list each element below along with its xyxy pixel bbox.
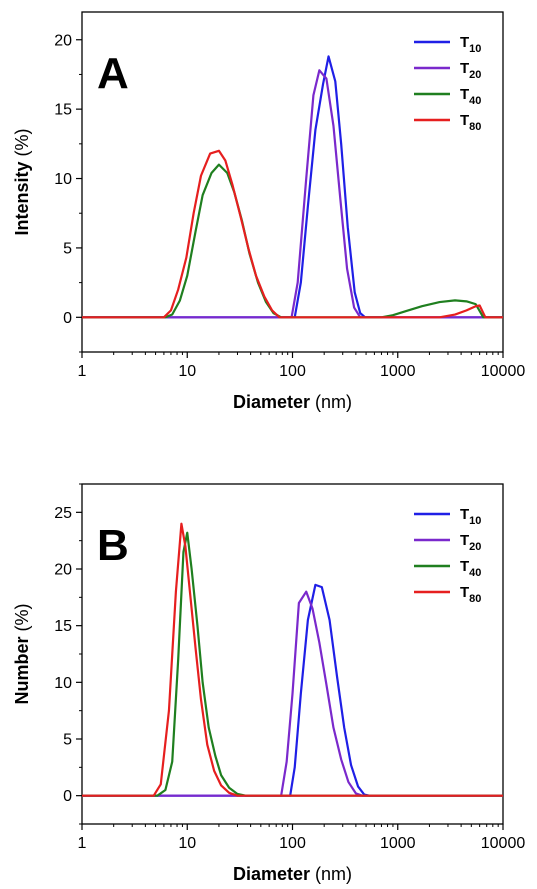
legend-label: T40 [460, 86, 481, 107]
legend-item-t20: T20 [414, 60, 481, 81]
x-tick-label: 1000 [380, 835, 416, 852]
plot-frame [81, 483, 504, 825]
y-axis-title: Intensity (%) [12, 128, 32, 235]
series-line-t40 [82, 531, 503, 797]
legend-item-t10: T10 [414, 34, 481, 55]
legend-label: T10 [460, 34, 481, 55]
y-tick-label: 5 [63, 240, 72, 257]
y-tick-label: 0 [63, 310, 72, 327]
series-line-t10 [82, 583, 503, 797]
y-tick-label: 15 [54, 102, 72, 119]
y-tick-label: 5 [63, 732, 72, 749]
y-axis-title: Number (%) [12, 603, 32, 704]
panel-b: 1 10 100 1000 10000 0 5 10 15 20 25 Diameter (nm) Nu… [12, 483, 526, 884]
panel-label: A [97, 49, 129, 98]
y-tick-label: 20 [54, 32, 72, 49]
x-tick-label: 10000 [481, 835, 526, 852]
series-line-t80 [82, 149, 503, 319]
legend-item-t80: T80 [414, 584, 481, 605]
legend-label: T10 [460, 506, 481, 527]
x-tick-label: 100 [279, 835, 306, 852]
legend-label: T20 [460, 532, 481, 553]
legend-item-t20: T20 [414, 532, 481, 553]
y-tick-label: 25 [54, 505, 72, 522]
series-group [82, 55, 503, 319]
series-line-t10 [82, 55, 503, 319]
series-group [82, 522, 503, 797]
x-tick-label: 10 [178, 835, 196, 852]
legend-label: T80 [460, 112, 481, 133]
panel-a: 1 10 100 1000 10000 0 5 10 15 20 Diameter (nm) Inte… [12, 11, 526, 412]
legend: T10 T20 T40 T80 [414, 506, 481, 605]
legend-label: T40 [460, 558, 481, 579]
legend-item-t40: T40 [414, 558, 481, 579]
x-axis-title: Diameter (nm) [233, 864, 352, 884]
panel-label: B [97, 521, 129, 570]
series-line-t80 [82, 522, 503, 797]
series-line-t40 [82, 163, 503, 319]
x-tick-label: 1 [78, 363, 87, 380]
series-line-t20 [82, 69, 503, 319]
y-tick-label: 20 [54, 562, 72, 579]
legend-label: T20 [460, 60, 481, 81]
legend-label: T80 [460, 584, 481, 605]
x-tick-label: 10 [178, 363, 196, 380]
legend-item-t80: T80 [414, 112, 481, 133]
y-tick-label: 15 [54, 618, 72, 635]
series-line-t20 [82, 590, 503, 797]
y-tick-label: 0 [63, 788, 72, 805]
x-tick-label: 10000 [481, 363, 526, 380]
y-tick-label: 10 [54, 171, 72, 188]
y-tick-label: 10 [54, 675, 72, 692]
legend-item-t40: T40 [414, 86, 481, 107]
x-tick-label: 1000 [380, 363, 416, 380]
legend-item-t10: T10 [414, 506, 481, 527]
x-axis-title: Diameter (nm) [233, 392, 352, 412]
x-tick-label: 1 [78, 835, 87, 852]
x-tick-label: 100 [279, 363, 306, 380]
legend: T10 T20 T40 T80 [414, 34, 481, 133]
